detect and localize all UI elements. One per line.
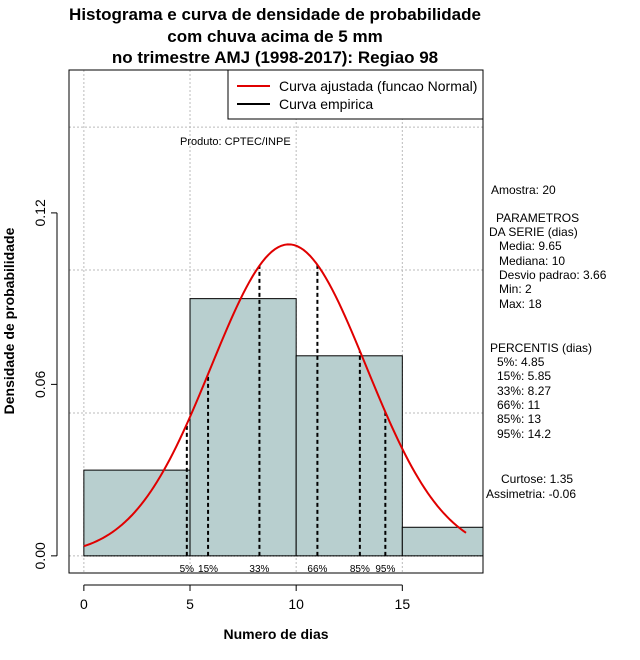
x-tick-label: 15 <box>395 596 411 612</box>
x-tick-label: 0 <box>80 596 88 612</box>
params-subtitle: DA SERIE (dias) <box>489 225 578 239</box>
histogram-bar-1 <box>83 469 191 557</box>
sample-size: Amostra: 20 <box>491 183 556 197</box>
x-axis-title: Numero de dias <box>223 626 328 642</box>
params-title: PARAMETROS <box>496 211 580 225</box>
kurtosis: Curtose: 1.35 <box>501 472 574 486</box>
percentile-label-15pct: 15% <box>198 564 218 575</box>
pct-5: 5%: 4.85 <box>497 355 545 369</box>
pct-33: 33%: 8.27 <box>497 384 552 398</box>
chart-title-line-2: com chuva acima de 5 mm <box>167 27 383 46</box>
legend-box: Curva ajustada (funcao Normal) Curva emp… <box>227 69 484 120</box>
histogram-bar-3 <box>295 355 403 557</box>
pct-85: 85%: 13 <box>497 412 542 426</box>
y-tick-label: 0.00 <box>32 542 48 569</box>
percentis-title: PERCENTIS (dias) <box>490 341 593 355</box>
percentile-label-66pct: 66% <box>307 564 327 575</box>
stat-mean: Media: 9.65 <box>499 239 562 253</box>
x-tick-label: 10 <box>288 596 304 612</box>
skewness: Assimetria: -0.06 <box>486 487 577 501</box>
percentile-label-85pct: 85% <box>350 564 370 575</box>
stat-min: Min: 2 <box>499 282 532 296</box>
percentile-label-33pct: 33% <box>249 564 269 575</box>
stat-sd: Desvio padrao: 3.66 <box>499 268 607 282</box>
chart-title-line-3: no trimestre AMJ (1998-2017): Regiao 98 <box>111 48 439 67</box>
y-tick-label: 0.12 <box>32 199 48 226</box>
pct-66: 66%: 11 <box>497 398 541 412</box>
histogram-bar-4 <box>401 526 484 557</box>
legend-fitted-label: Curva ajustada (funcao Normal) <box>279 78 477 94</box>
pct-15: 15%: 5.85 <box>497 369 552 383</box>
percentile-label-5pct: 5% <box>180 564 195 575</box>
y-axis-title: Densidade de probabilidade <box>1 227 17 414</box>
pct-95: 95%: 14.2 <box>497 427 552 441</box>
x-tick-label: 5 <box>186 596 194 612</box>
y-tick-label: 0.06 <box>32 371 48 398</box>
fitted-normal-curve <box>83 243 467 548</box>
chart-title-line-1: Histograma e curva de densidade de proba… <box>69 5 481 24</box>
percentile-label-95pct: 95% <box>375 564 395 575</box>
product-label: Produto: CPTEC/INPE <box>180 136 291 148</box>
legend-empirical-label: Curva empirica <box>279 96 373 112</box>
stat-median: Mediana: 10 <box>499 254 566 268</box>
stat-max: Max: 18 <box>499 297 542 311</box>
histogram-bar-2 <box>189 298 297 557</box>
